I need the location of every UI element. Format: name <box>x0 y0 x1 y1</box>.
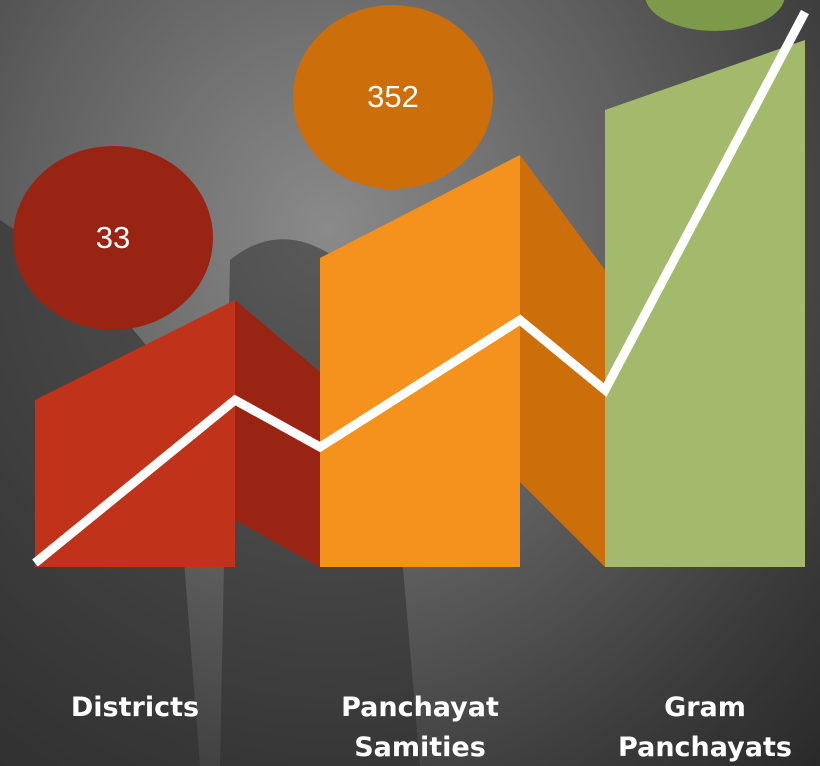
infographic: 33 352 Districts Panchayat Samities Gram… <box>0 0 820 766</box>
label: Panchayat Samities <box>320 688 520 766</box>
value: 33 <box>96 220 130 255</box>
bar-side <box>520 155 605 567</box>
bar-front <box>320 155 520 567</box>
value: 352 <box>367 79 419 114</box>
value-circle <box>645 0 785 31</box>
bar-front <box>605 40 805 567</box>
label: Gram Panchayats <box>605 688 805 766</box>
graphic: 33 352 <box>0 0 820 766</box>
label: Districts <box>35 688 235 728</box>
